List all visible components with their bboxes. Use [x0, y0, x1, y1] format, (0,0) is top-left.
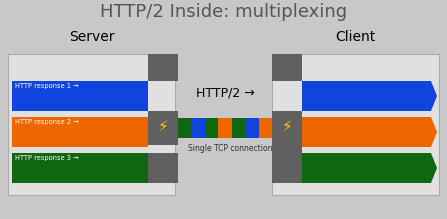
Bar [191, 118, 205, 138]
Bar [272, 54, 439, 195]
Bar [272, 111, 302, 145]
Bar [12, 153, 148, 183]
Bar [272, 54, 302, 81]
Text: ⚡: ⚡ [282, 118, 292, 134]
Bar [148, 153, 178, 183]
Text: HTTP response 3 →: HTTP response 3 → [15, 155, 79, 161]
Text: Single TCP connection: Single TCP connection [188, 144, 272, 153]
Polygon shape [302, 117, 437, 147]
Text: HTTP/2 →: HTTP/2 → [196, 87, 254, 99]
Polygon shape [302, 153, 437, 183]
Text: HTTP response 1 →: HTTP response 1 → [15, 83, 79, 89]
Polygon shape [302, 81, 437, 111]
Bar [218, 118, 232, 138]
Bar [8, 54, 175, 195]
Bar [178, 118, 191, 138]
Bar [258, 118, 272, 138]
Bar [12, 81, 148, 111]
Bar [148, 54, 178, 81]
Text: ⚡: ⚡ [158, 118, 169, 134]
Bar [272, 145, 302, 183]
Bar [245, 118, 258, 138]
Bar [232, 118, 245, 138]
Text: HTTP/2 Inside: multiplexing: HTTP/2 Inside: multiplexing [100, 3, 347, 21]
Text: Server: Server [69, 30, 114, 44]
Bar [148, 111, 178, 145]
Text: Client: Client [335, 30, 375, 44]
Bar [205, 118, 218, 138]
Text: HTTP response 2 →: HTTP response 2 → [15, 119, 79, 125]
Bar [12, 117, 148, 147]
